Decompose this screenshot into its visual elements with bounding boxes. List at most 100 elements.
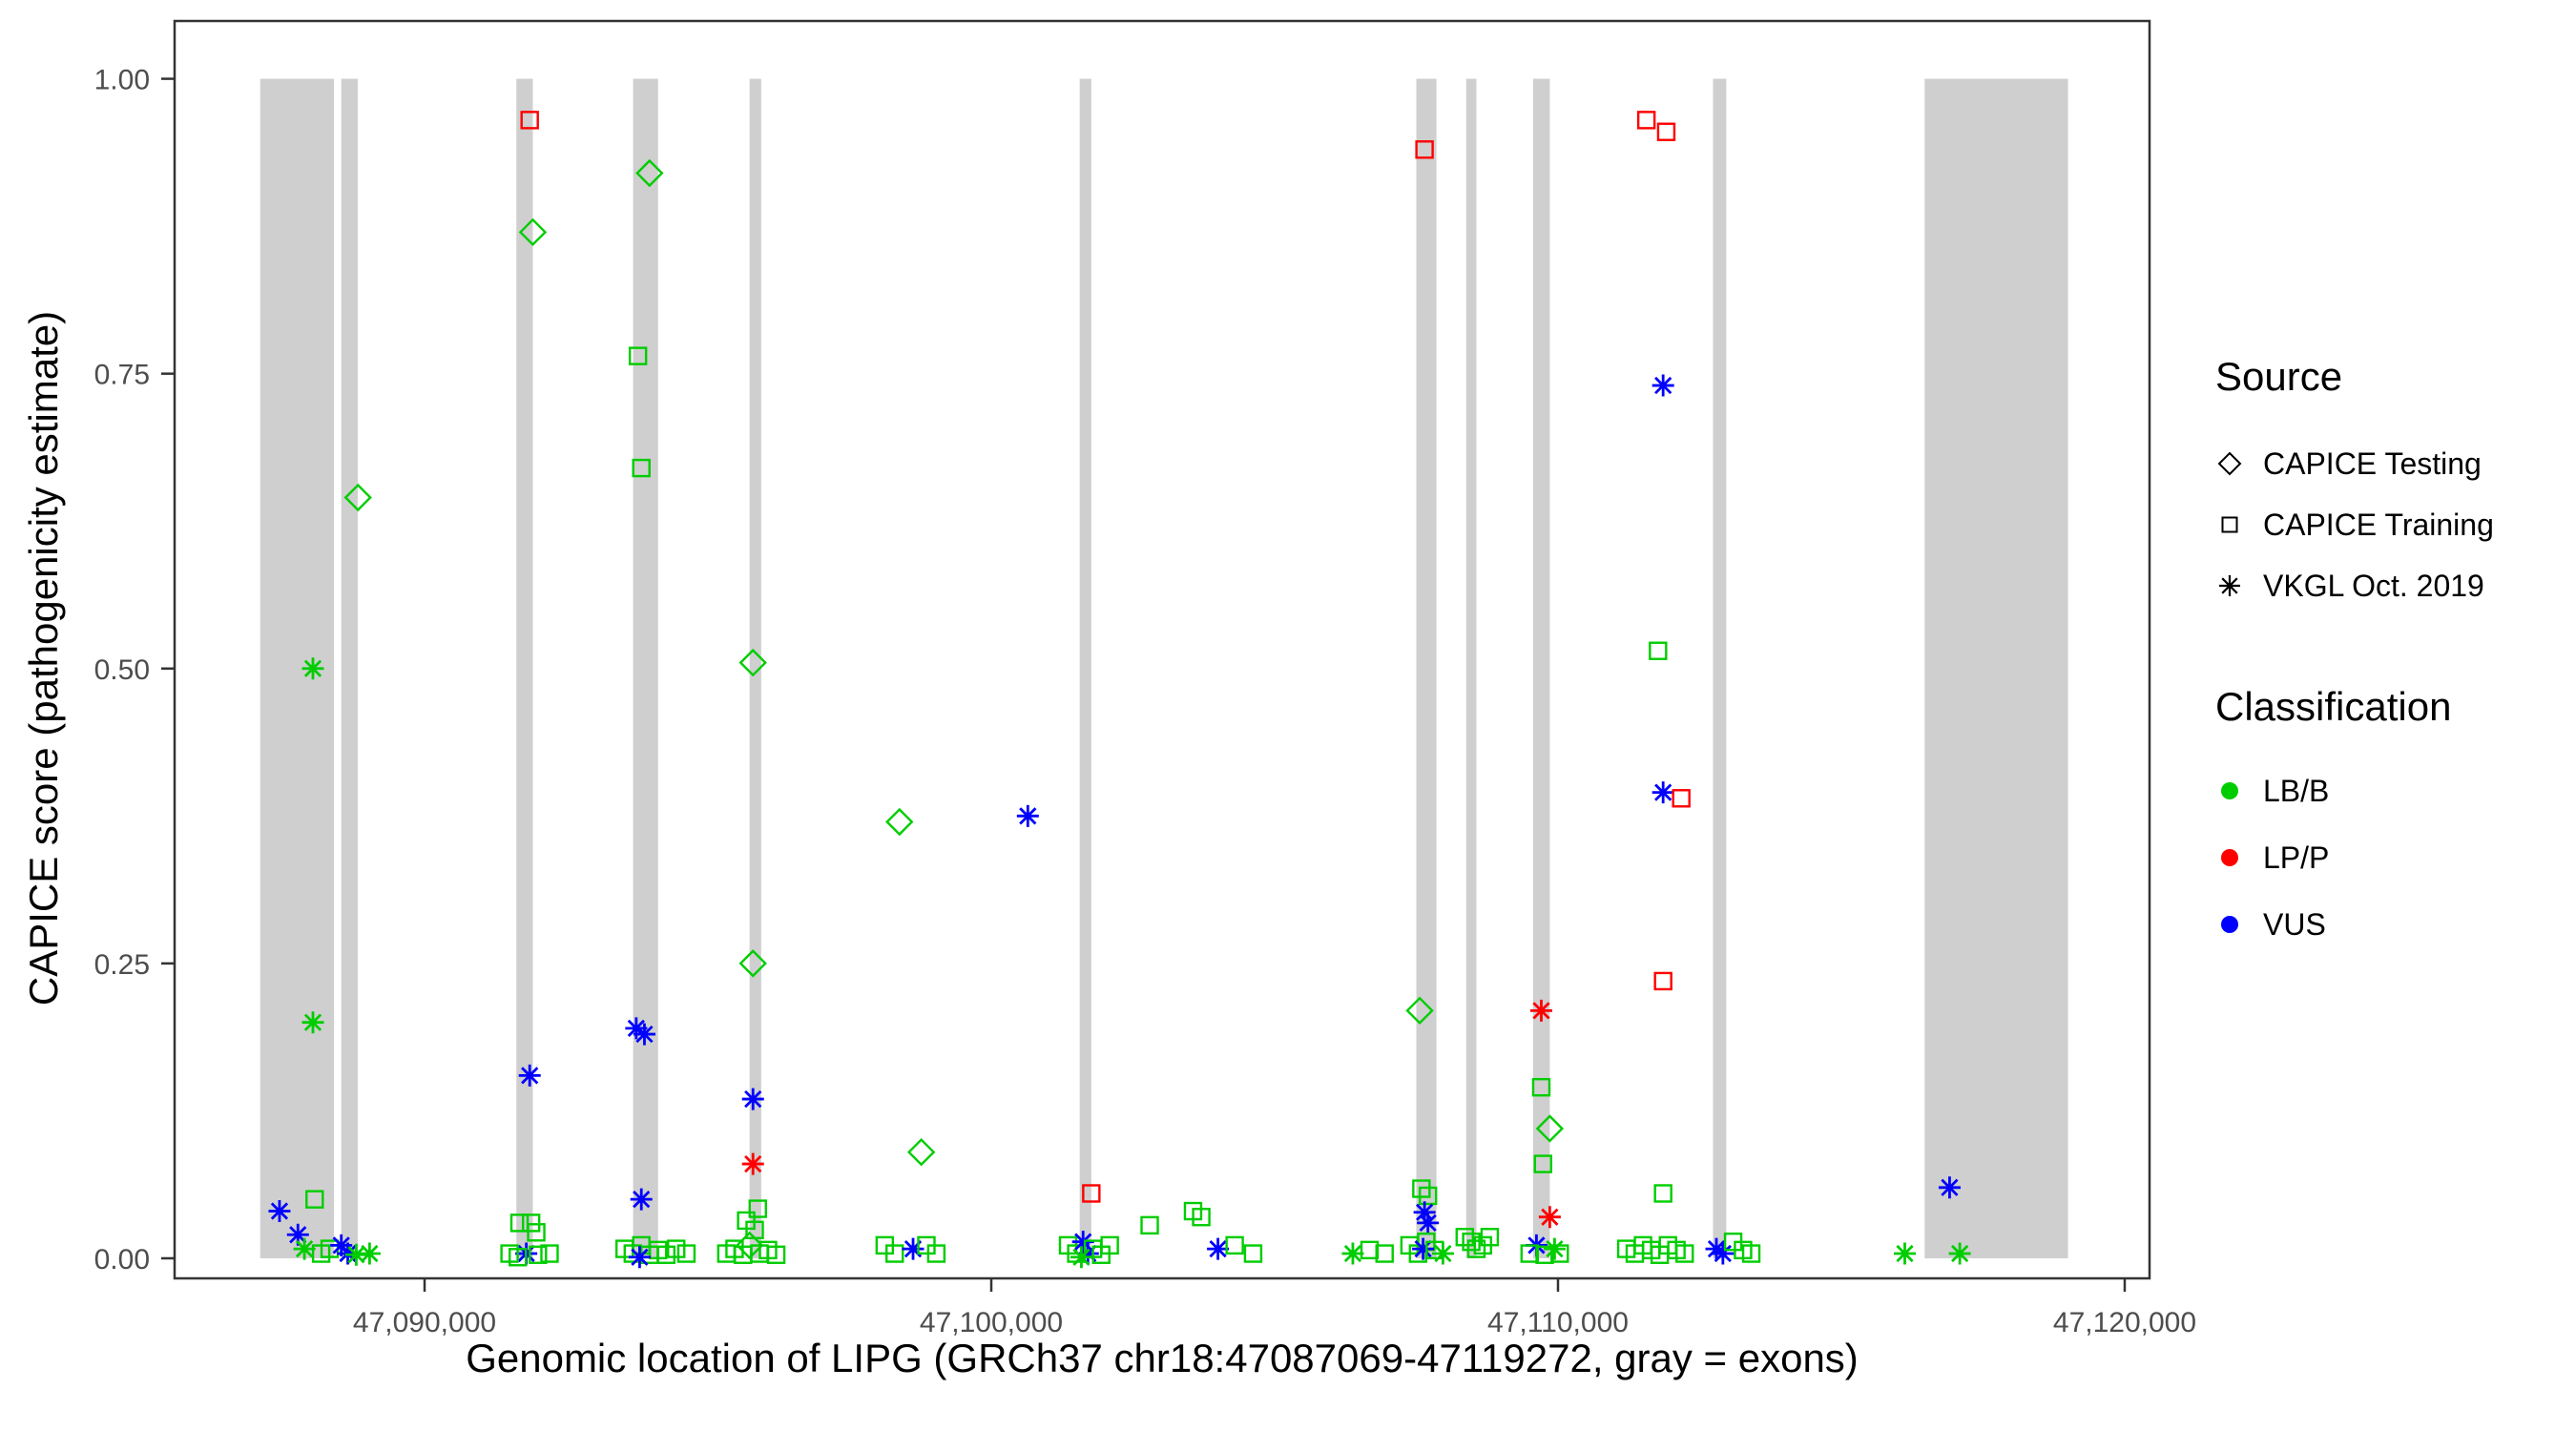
point-asterisk — [268, 1200, 291, 1223]
point-square — [1653, 1184, 1672, 1203]
point-square — [1455, 1228, 1474, 1247]
point-square — [1520, 1244, 1539, 1263]
exon-band — [1416, 78, 1437, 1258]
legend-classification-title: Classification — [2215, 684, 2452, 729]
point-asterisk — [286, 1223, 309, 1246]
point-diamond — [906, 1138, 936, 1167]
point-square — [1415, 140, 1434, 159]
point-square — [1243, 1244, 1263, 1263]
exon-band — [749, 78, 761, 1258]
square-icon — [2221, 516, 2238, 533]
point-asterisk — [301, 1011, 324, 1034]
exon-band — [1532, 78, 1550, 1258]
exon-band — [633, 78, 658, 1258]
exon-band — [341, 78, 358, 1258]
point-square — [1672, 789, 1691, 808]
exon-band — [516, 78, 533, 1258]
point-square — [667, 1239, 686, 1258]
point-asterisk — [1543, 1237, 1566, 1260]
point-diamond — [885, 807, 914, 837]
legend-source-title: Source — [2215, 354, 2343, 399]
point-asterisk — [628, 1246, 651, 1269]
point-square — [1100, 1235, 1119, 1255]
point-asterisk — [625, 1017, 648, 1040]
point-diamond — [738, 648, 767, 677]
point-square — [1225, 1235, 1244, 1255]
point-square — [521, 1213, 541, 1233]
point-asterisk — [1938, 1176, 1961, 1199]
point-square — [628, 346, 648, 365]
point-square — [509, 1213, 530, 1233]
point-asterisk — [741, 1152, 764, 1175]
point-square — [1425, 1240, 1444, 1260]
x-tick-label: 47,090,000 — [353, 1307, 496, 1338]
point-square — [926, 1244, 946, 1263]
point-asterisk — [1341, 1242, 1364, 1265]
point-diamond — [635, 158, 664, 188]
point-diamond — [735, 1231, 764, 1260]
legend-label-capice-testing: CAPICE Testing — [2263, 446, 2482, 481]
legend-item-capice-testing: CAPICE Testing — [2215, 433, 2494, 494]
point-asterisk — [1948, 1242, 1971, 1265]
legend-label-lpp: LP/P — [2263, 840, 2330, 875]
point-diamond — [738, 949, 767, 978]
point-square — [1466, 1239, 1486, 1258]
point-diamond — [518, 218, 548, 247]
x-tick-label: 47,100,000 — [920, 1307, 1063, 1338]
y-tick-label: 0.50 — [94, 654, 150, 686]
legend-label-vkgl: VKGL Oct. 2019 — [2263, 568, 2484, 603]
point-asterisk — [1016, 804, 1039, 827]
panel-border — [173, 19, 2151, 1280]
point-asterisk — [358, 1242, 381, 1265]
point-square — [1375, 1244, 1394, 1263]
diamond-icon — [2217, 451, 2242, 476]
point-square — [1649, 641, 1668, 660]
point-asterisk — [1071, 1231, 1094, 1254]
point-square — [1741, 1244, 1761, 1263]
point-square — [1360, 1240, 1380, 1260]
point-asterisk — [1417, 1212, 1440, 1234]
point-asterisk — [1652, 781, 1674, 804]
point-square — [1656, 122, 1676, 141]
point-asterisk — [1894, 1242, 1917, 1265]
point-square — [305, 1190, 324, 1209]
point-square — [1140, 1215, 1159, 1235]
point-asterisk — [630, 1188, 653, 1211]
point-square — [1533, 1154, 1552, 1173]
legend: Source CAPICE Testing CAPICE Training VK… — [2215, 353, 2494, 958]
point-asterisk — [1652, 374, 1674, 397]
point-asterisk — [902, 1237, 924, 1260]
point-square — [1192, 1208, 1211, 1227]
point-square — [1550, 1244, 1569, 1263]
asterisk-icon — [2219, 575, 2240, 596]
legend-item-lbb: LB/B — [2215, 757, 2494, 824]
blue-dot-icon — [2221, 916, 2238, 933]
exon-band — [1465, 78, 1477, 1258]
point-square — [676, 1244, 696, 1263]
point-square — [1653, 971, 1672, 991]
point-diamond — [343, 483, 372, 512]
legend-label-capice-training: CAPICE Training — [2263, 507, 2494, 542]
x-axis-title: Genomic location of LIPG (GRCh37 chr18:4… — [466, 1336, 1859, 1380]
point-square — [529, 1245, 548, 1264]
legend-label-lbb: LB/B — [2263, 773, 2330, 808]
exon-band — [1713, 78, 1727, 1258]
point-square — [1480, 1228, 1500, 1247]
point-square — [1082, 1184, 1101, 1203]
point-diamond — [1405, 996, 1434, 1026]
point-square — [632, 458, 651, 478]
y-tick-label: 0.00 — [94, 1244, 150, 1275]
point-square — [1531, 1078, 1551, 1097]
point-square — [748, 1199, 767, 1218]
x-tick-label: 47,120,000 — [2053, 1307, 2196, 1338]
point-asterisk — [518, 1064, 541, 1087]
exon-band — [1924, 78, 2068, 1258]
y-axis-title: CAPICE score (pathogenicity estimate) — [21, 310, 66, 1006]
point-square — [520, 111, 539, 130]
legend-item-capice-training: CAPICE Training — [2215, 494, 2494, 555]
legend-item-vus: VUS — [2215, 891, 2494, 958]
y-tick-label: 0.25 — [94, 949, 150, 981]
legend-item-lpp: LP/P — [2215, 824, 2494, 891]
